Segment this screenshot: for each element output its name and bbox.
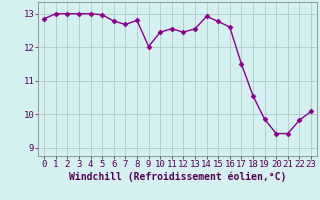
- X-axis label: Windchill (Refroidissement éolien,°C): Windchill (Refroidissement éolien,°C): [69, 172, 286, 182]
